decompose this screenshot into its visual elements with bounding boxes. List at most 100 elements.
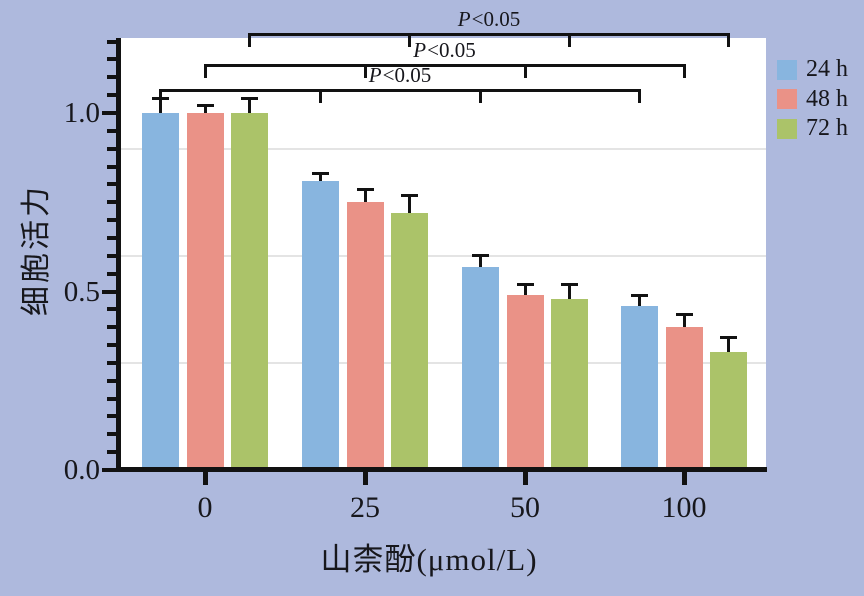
error-bar-stem [479, 255, 482, 267]
y-minor-tick [107, 218, 116, 223]
error-bar-cap [472, 254, 489, 258]
y-minor-tick [107, 75, 116, 80]
legend-swatch-icon [777, 59, 797, 80]
y-minor-tick [107, 325, 116, 330]
y-axis-title: 细胞活力 [20, 184, 53, 316]
error-bar-stem [319, 173, 322, 181]
error-bar-cap [631, 293, 648, 297]
bracket-tick [638, 89, 641, 103]
bar-48h-50 [506, 295, 544, 467]
x-tick-label: 0 [197, 491, 213, 524]
y-tick-label: 0.5 [63, 275, 100, 308]
y-minor-tick [107, 235, 116, 240]
error-bar-stem [568, 284, 571, 299]
x-tick [202, 472, 208, 485]
p-symbol: P [413, 38, 427, 62]
significance-label: P<0.05 [413, 38, 476, 62]
legend-item-72h: 72 h [777, 116, 848, 140]
bar-48h-0 [186, 113, 224, 467]
y-tick-label: 1.0 [63, 97, 100, 129]
y-minor-tick [107, 450, 116, 455]
y-minor-tick [107, 164, 116, 169]
gridline [121, 361, 766, 364]
bracket-tick [159, 89, 162, 103]
bracket-tick [523, 64, 527, 78]
bar-24h-100 [621, 305, 658, 467]
error-bar-cap [561, 282, 578, 286]
error-bar-stem [408, 195, 411, 213]
p-symbol: P [457, 7, 471, 31]
error-bar-stem [727, 337, 730, 353]
y-minor-tick [107, 271, 116, 276]
error-bar-cap [196, 104, 214, 108]
bar-72h-50 [551, 298, 588, 467]
x-tick-label: 100 [661, 491, 707, 524]
plot-area [121, 38, 766, 470]
bar-72h-0 [231, 113, 268, 467]
legend-swatch-icon [777, 118, 797, 139]
bar-24h-0 [142, 113, 179, 467]
error-bar-stem [363, 189, 367, 203]
y-minor-tick [107, 200, 116, 205]
bar-72h-100 [710, 352, 747, 467]
significance-label: P<0.05 [457, 7, 521, 31]
y-minor-tick [107, 360, 116, 365]
bracket-tick [682, 64, 686, 78]
y-major-tick [102, 289, 116, 294]
error-bar-stem [523, 284, 527, 296]
bracket-tick [727, 33, 730, 47]
y-minor-tick [107, 343, 116, 348]
bracket-tick [479, 89, 482, 103]
error-bar-stem [159, 98, 162, 113]
x-tick-label: 50 [510, 491, 540, 524]
bracket-tick [203, 64, 207, 78]
y-minor-tick [107, 57, 116, 62]
bracket-line [203, 64, 686, 67]
x-axis-line [116, 467, 767, 472]
y-minor-tick [107, 253, 116, 258]
legend-label: 24 h [806, 56, 848, 82]
bracket-line [159, 89, 641, 92]
y-tick-label: 0.0 [63, 454, 100, 486]
error-bar-cap [312, 172, 329, 176]
error-bar-stem [638, 295, 641, 306]
error-bar-stem [203, 105, 207, 113]
error-bar-cap [675, 313, 693, 317]
y-minor-tick [107, 146, 116, 151]
error-bar-cap [516, 282, 534, 286]
y-minor-tick [107, 378, 116, 383]
bar-48h-25 [346, 202, 384, 467]
bracket-tick [363, 64, 367, 78]
error-bar-cap [720, 336, 737, 340]
y-major-tick [102, 468, 116, 472]
bracket-tick [319, 89, 322, 103]
bar-48h-100 [665, 327, 703, 467]
y-minor-tick [107, 93, 116, 98]
y-axis-line [116, 38, 121, 472]
x-tick [362, 472, 368, 485]
error-bar-stem [248, 98, 251, 113]
error-bar-cap [401, 193, 418, 197]
bracket-tick [568, 33, 571, 47]
x-axis-title: 山柰酚(μmol/L) [320, 542, 538, 577]
bracket-tick [248, 33, 251, 47]
significance-label: P<0.05 [368, 63, 432, 87]
legend-label: 48 h [806, 85, 848, 112]
gridline [121, 254, 766, 257]
error-bar-stem [682, 314, 686, 328]
y-minor-tick [107, 396, 116, 401]
bracket-tick [408, 33, 411, 47]
y-major-tick [102, 111, 116, 115]
legend-item-24h: 24 h [777, 56, 848, 82]
bar-24h-25 [302, 180, 339, 467]
p-symbol: P [368, 63, 382, 87]
x-tick-label: 25 [350, 491, 380, 524]
bar-24h-50 [462, 266, 499, 467]
gridline [121, 147, 766, 150]
x-tick [681, 472, 687, 485]
legend-swatch-icon [777, 89, 797, 109]
error-bar-cap [241, 97, 258, 101]
y-minor-tick [107, 432, 116, 437]
x-tick [522, 472, 528, 485]
